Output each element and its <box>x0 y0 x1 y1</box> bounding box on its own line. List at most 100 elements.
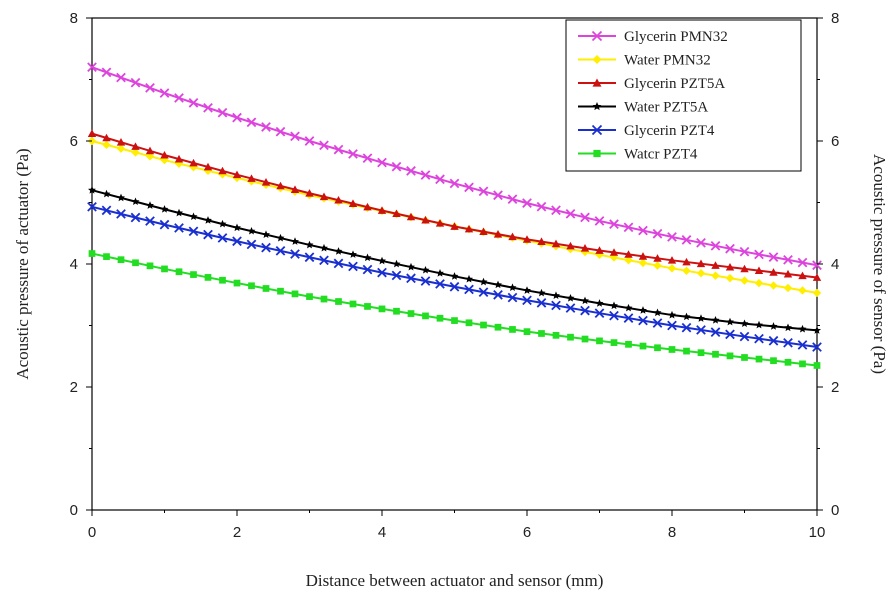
data-point <box>565 303 576 313</box>
data-point <box>726 317 734 326</box>
data-point <box>799 360 806 368</box>
data-point <box>117 193 125 202</box>
data-point <box>246 239 257 250</box>
data-point <box>638 252 648 260</box>
data-point <box>363 202 372 211</box>
data-point <box>769 281 778 290</box>
y-axis-label: Acoustic pressure of actuator (Pa) <box>13 148 32 379</box>
data-point <box>333 258 344 269</box>
x-tick-label: 2 <box>233 524 241 541</box>
data-point <box>813 326 821 334</box>
legend-item: Glycerin PZT5A <box>578 76 725 92</box>
data-point <box>420 170 431 180</box>
data-point <box>116 72 126 83</box>
data-point <box>247 226 256 235</box>
data-point <box>798 324 807 333</box>
data-point <box>740 319 749 328</box>
data-point <box>595 246 604 254</box>
data-point <box>101 205 112 216</box>
series-0 <box>87 62 822 271</box>
legend-marker <box>593 149 601 158</box>
legend-item: Water PMN32 <box>578 53 711 69</box>
data-point <box>551 205 561 216</box>
data-point <box>87 201 97 212</box>
data-point <box>580 305 590 316</box>
y-tick-label: 0 <box>70 502 78 519</box>
data-point <box>783 254 793 265</box>
x-tick-label: 10 <box>809 524 826 541</box>
y-tick-label: 2 <box>70 379 78 396</box>
data-point <box>378 256 386 265</box>
legend-label: Water PMN32 <box>624 53 711 69</box>
data-point <box>189 158 198 167</box>
data-point <box>653 254 662 262</box>
data-point <box>291 290 299 298</box>
series-5 <box>88 250 821 369</box>
data-point <box>798 286 807 295</box>
data-point <box>625 340 632 348</box>
data-point <box>262 230 270 238</box>
data-point <box>246 117 257 128</box>
data-point <box>711 271 720 280</box>
data-point <box>232 170 242 179</box>
data-point <box>188 98 199 108</box>
data-point <box>581 296 589 305</box>
data-point <box>494 280 502 289</box>
data-point <box>683 347 690 355</box>
data-point <box>262 285 270 292</box>
y-tick-label: 6 <box>70 133 78 150</box>
data-point <box>812 288 822 298</box>
data-point <box>624 255 633 265</box>
data-point <box>377 157 387 168</box>
data-point <box>407 262 415 271</box>
data-point <box>638 225 648 236</box>
data-point <box>812 260 822 271</box>
data-point <box>710 327 721 337</box>
data-point <box>219 276 226 284</box>
data-point <box>116 144 126 153</box>
data-point <box>739 246 750 257</box>
data-point <box>116 138 126 146</box>
data-point <box>494 323 502 331</box>
data-point <box>204 216 212 224</box>
x-axis-label: Distance between actuator and sensor (mm… <box>306 571 604 590</box>
data-point <box>696 269 706 278</box>
data-point <box>422 312 429 320</box>
data-point <box>609 310 619 321</box>
legend-box <box>565 19 802 172</box>
data-point <box>768 335 779 346</box>
data-point <box>334 247 343 255</box>
data-point <box>174 93 184 103</box>
data-point <box>768 252 779 262</box>
data-point <box>333 144 344 155</box>
data-point <box>335 298 342 305</box>
data-point <box>364 303 371 310</box>
data-point <box>189 162 198 172</box>
data-point <box>696 259 706 268</box>
series-2 <box>87 129 822 281</box>
data-point <box>536 201 547 212</box>
data-point <box>319 192 329 201</box>
data-point <box>393 307 400 315</box>
data-point <box>146 262 154 270</box>
data-point <box>159 219 170 230</box>
data-point <box>682 257 691 266</box>
data-point <box>638 315 648 326</box>
legend-label: Water PZT5A <box>624 100 708 116</box>
data-point <box>638 258 648 268</box>
data-point <box>407 310 415 317</box>
data-point <box>175 268 183 276</box>
data-point <box>653 308 662 317</box>
data-point <box>464 224 474 233</box>
data-point <box>160 150 169 159</box>
data-point <box>450 272 459 280</box>
data-point <box>711 316 720 324</box>
data-point <box>595 299 604 307</box>
data-point <box>667 264 677 273</box>
data-point <box>508 283 517 292</box>
data-point <box>277 287 284 295</box>
data-point <box>145 216 155 226</box>
data-point <box>754 333 764 344</box>
data-point <box>755 320 763 329</box>
data-point <box>232 236 242 247</box>
